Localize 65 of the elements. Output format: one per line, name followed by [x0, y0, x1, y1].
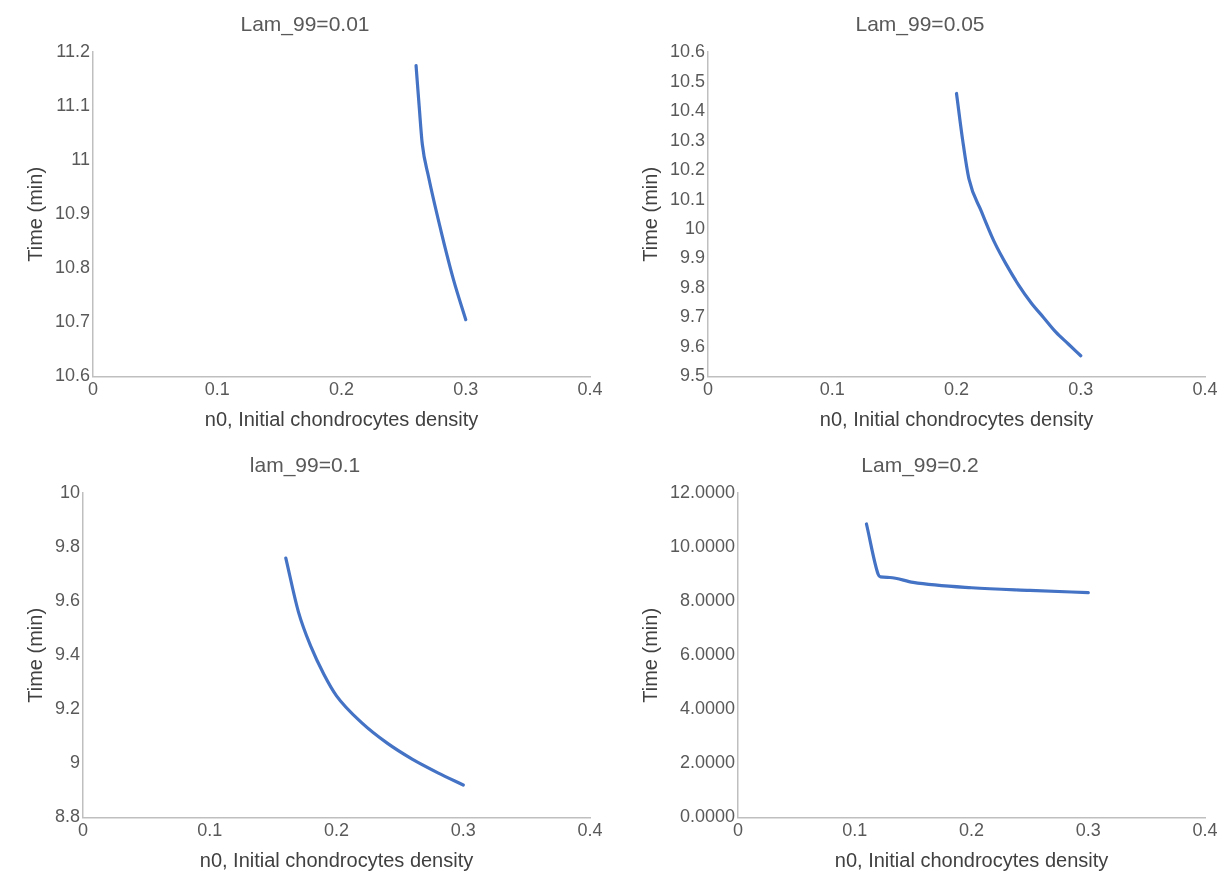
chart-title: lam_99=0.1	[249, 453, 361, 478]
x-tick-label: 0.1	[819, 379, 845, 400]
x-tick-label: 0.2	[959, 820, 985, 841]
x-axis-title: n0, Initial chondrocytes density	[199, 848, 474, 871]
y-tick-label: 9.9	[680, 247, 706, 268]
y-tick-label: 9.2	[54, 698, 81, 719]
x-tick-label: 0.4	[577, 820, 603, 841]
y-tick-label: 9.7	[680, 306, 706, 327]
y-tick-label: 10.5	[669, 70, 706, 91]
y-tick-label: 10.1	[669, 188, 706, 209]
y-tick-label: 2.0000	[680, 752, 736, 773]
chart-title: Lam_99=0.05	[855, 12, 985, 37]
x-tick-label: 0.3	[453, 379, 479, 400]
x-tick-label: 0.3	[1075, 820, 1101, 841]
x-tick-label: 0	[703, 379, 714, 400]
y-tick-label: 9.6	[54, 590, 81, 611]
y-axis-title: Time (min)	[23, 166, 46, 262]
y-tick-label: 4.0000	[680, 698, 736, 719]
x-axis-title: n0, Initial chondrocytes density	[834, 848, 1109, 871]
line-series	[864, 522, 1090, 595]
y-tick-label: 10.2	[669, 159, 706, 180]
y-tick-label: 11.1	[56, 95, 91, 116]
y-tick-label: 11.2	[56, 41, 91, 62]
y-tick-label: 10.6	[669, 41, 706, 62]
x-tick-label: 0.2	[324, 820, 350, 841]
y-axis-title: Time (min)	[638, 607, 661, 703]
x-tick-label: 0	[78, 820, 89, 841]
y-tick-label: 9	[70, 752, 81, 773]
y-tick-label: 10.9	[54, 203, 91, 224]
y-axis-title: Time (min)	[23, 607, 46, 703]
line-series	[414, 64, 468, 322]
x-tick-label: 0	[88, 379, 99, 400]
x-axis-title: n0, Initial chondrocytes density	[204, 407, 479, 430]
x-tick-label: 0.3	[450, 820, 476, 841]
x-tick-label: 0	[733, 820, 744, 841]
line-series	[284, 556, 465, 787]
x-axis-title: n0, Initial chondrocytes density	[819, 407, 1094, 430]
y-tick-label: 9.8	[54, 536, 81, 557]
line-series	[954, 91, 1083, 358]
y-tick-label: 8.0000	[680, 590, 736, 611]
y-tick-label: 9.8	[680, 276, 706, 297]
x-tick-label: 0.2	[944, 379, 970, 400]
y-tick-label: 10.0000	[669, 536, 736, 557]
chart-title: Lam_99=0.2	[861, 453, 979, 478]
x-tick-label: 0.2	[329, 379, 355, 400]
x-tick-label: 0.4	[1192, 379, 1218, 400]
y-tick-label: 10.4	[669, 100, 706, 121]
y-tick-label: 9.6	[680, 335, 706, 356]
y-tick-label: 6.0000	[680, 644, 736, 665]
y-tick-label: 10	[685, 218, 706, 239]
y-tick-label: 10.7	[54, 311, 91, 332]
x-tick-label: 0.4	[1192, 820, 1218, 841]
x-tick-label: 0.1	[842, 820, 868, 841]
y-tick-label: 12.0000	[669, 482, 736, 503]
y-tick-label: 10.3	[669, 129, 706, 150]
y-tick-label: 10.8	[54, 257, 91, 278]
chart-title: Lam_99=0.01	[240, 12, 370, 37]
y-tick-label: 9.4	[54, 644, 81, 665]
y-axis-title: Time (min)	[638, 166, 661, 262]
y-tick-label: 11	[71, 149, 91, 170]
y-tick-label: 10	[59, 482, 81, 503]
x-tick-label: 0.1	[204, 379, 230, 400]
x-tick-label: 0.1	[197, 820, 223, 841]
x-tick-label: 0.3	[1068, 379, 1094, 400]
x-tick-label: 0.4	[577, 379, 603, 400]
